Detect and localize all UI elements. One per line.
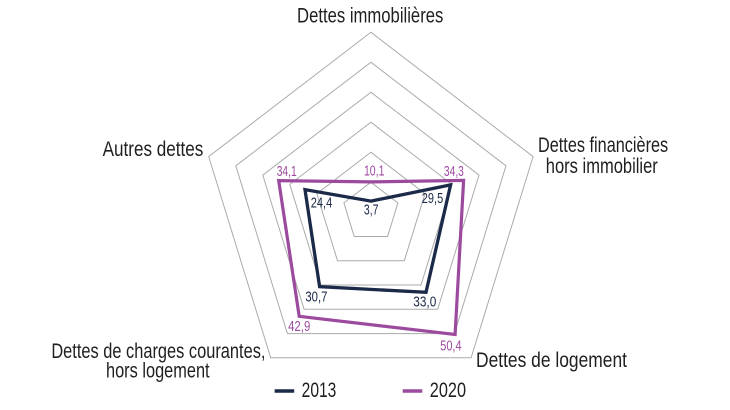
svg-text:Dettes de charges courantes,: Dettes de charges courantes, bbox=[51, 340, 265, 363]
svg-text:hors logement: hors logement bbox=[106, 360, 210, 383]
svg-text:10,1: 10,1 bbox=[364, 164, 385, 180]
svg-text:hors immobilier: hors immobilier bbox=[546, 155, 658, 178]
svg-text:2013: 2013 bbox=[302, 378, 337, 402]
svg-text:Dettes financières: Dettes financières bbox=[538, 134, 668, 157]
svg-text:Autres dettes: Autres dettes bbox=[103, 138, 204, 161]
svg-text:24,4: 24,4 bbox=[311, 196, 333, 212]
svg-text:50,4: 50,4 bbox=[440, 338, 461, 354]
svg-text:2020: 2020 bbox=[430, 378, 466, 402]
svg-text:33,0: 33,0 bbox=[413, 295, 436, 311]
svg-text:42,9: 42,9 bbox=[288, 319, 310, 335]
svg-text:30,7: 30,7 bbox=[305, 290, 327, 306]
svg-text:29,5: 29,5 bbox=[422, 191, 443, 207]
svg-text:34,1: 34,1 bbox=[277, 164, 297, 180]
svg-text:Dettes immobilières: Dettes immobilières bbox=[297, 5, 443, 28]
svg-text:3,7: 3,7 bbox=[364, 203, 379, 219]
svg-text:Dettes de logement: Dettes de logement bbox=[476, 349, 627, 372]
svg-text:34,3: 34,3 bbox=[444, 164, 464, 180]
